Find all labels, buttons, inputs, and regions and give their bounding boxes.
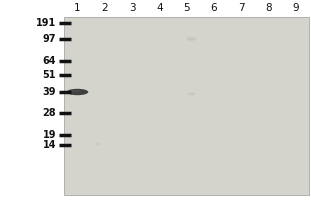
Text: 28: 28 xyxy=(42,108,56,118)
Text: 97: 97 xyxy=(43,34,56,44)
Ellipse shape xyxy=(187,37,196,41)
Ellipse shape xyxy=(67,89,88,95)
Text: 64: 64 xyxy=(43,56,56,66)
Text: 9: 9 xyxy=(292,3,299,13)
Text: 4: 4 xyxy=(156,3,163,13)
Text: 7: 7 xyxy=(238,3,244,13)
Ellipse shape xyxy=(70,90,81,92)
Text: 19: 19 xyxy=(43,130,56,140)
Bar xyxy=(64,17,309,195)
Ellipse shape xyxy=(188,92,195,96)
Text: 6: 6 xyxy=(211,3,217,13)
Text: 191: 191 xyxy=(36,18,56,28)
Text: 3: 3 xyxy=(129,3,135,13)
Text: 51: 51 xyxy=(43,70,56,80)
Text: 2: 2 xyxy=(101,3,108,13)
Text: 39: 39 xyxy=(43,87,56,97)
Text: 14: 14 xyxy=(43,140,56,150)
Ellipse shape xyxy=(95,143,101,145)
Text: 8: 8 xyxy=(265,3,272,13)
Text: 5: 5 xyxy=(183,3,190,13)
Text: 1: 1 xyxy=(74,3,81,13)
